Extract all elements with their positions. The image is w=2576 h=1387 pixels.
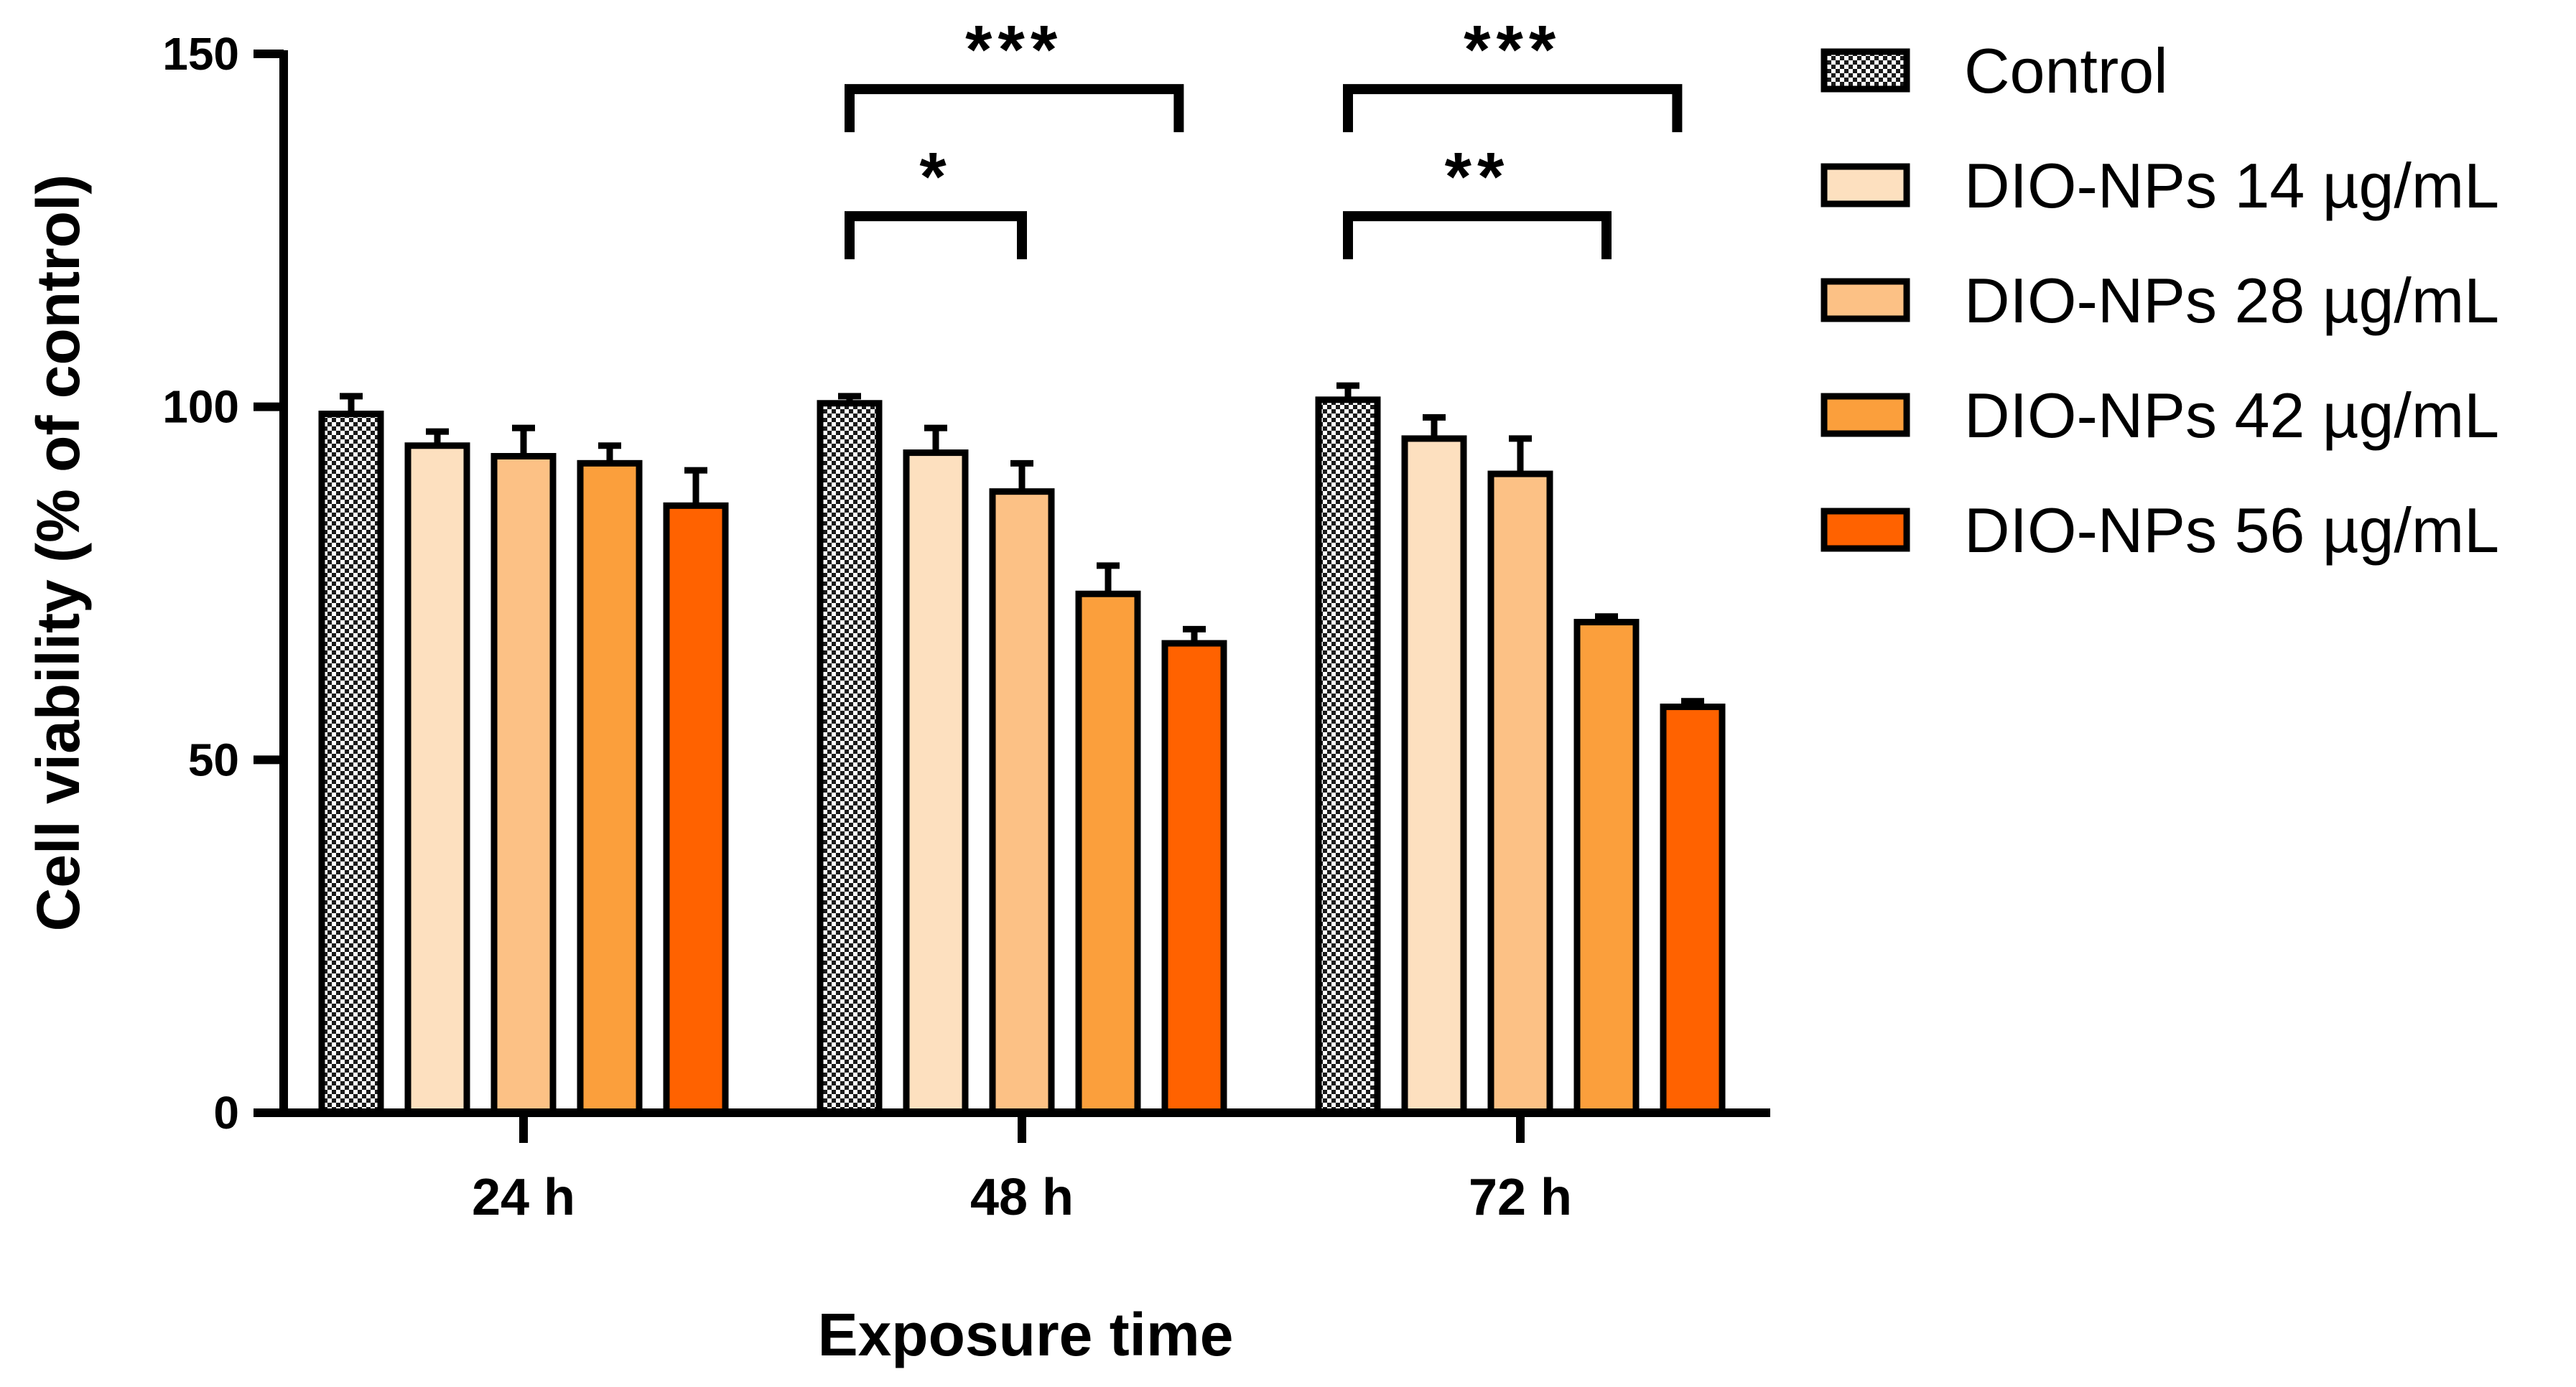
- significance-bracket: [845, 84, 1184, 133]
- bar: [404, 442, 470, 1116]
- significance-bracket: [1343, 84, 1683, 133]
- y-tick-label: 0: [213, 1087, 239, 1139]
- x-tick-label: 48 h: [970, 1169, 1074, 1226]
- significance-bracket: [845, 211, 1027, 260]
- bar: [817, 400, 883, 1116]
- bar: [1161, 640, 1227, 1116]
- bar: [318, 411, 384, 1116]
- y-axis-title: Cell viability (% of control): [24, 174, 92, 932]
- bar: [1487, 470, 1553, 1116]
- significance-label: *: [919, 139, 952, 215]
- significance-label: **: [1445, 139, 1510, 215]
- legend: Control DIO-NPs 14 µg/mL DIO-NPs 28 µg/mL D…: [1821, 35, 2499, 566]
- legend-label: Control: [1964, 35, 2168, 106]
- significance-bracket: [1343, 211, 1612, 260]
- bar: [989, 488, 1055, 1116]
- significance-label: ***: [965, 11, 1063, 88]
- legend-label: DIO-NPs 28 µg/mL: [1964, 265, 2499, 336]
- x-axis-title: Exposure time: [818, 1301, 1234, 1368]
- x-tick-label: 72 h: [1469, 1169, 1572, 1226]
- bar: [1315, 396, 1381, 1116]
- bar: [1573, 619, 1640, 1116]
- significance-label: ***: [1464, 11, 1561, 88]
- legend-swatch: [1821, 48, 1910, 93]
- bar: [1660, 704, 1726, 1116]
- bar: [903, 449, 969, 1116]
- bar: [490, 453, 557, 1116]
- legend-swatch: [1821, 163, 1910, 207]
- y-tick-label: 150: [162, 28, 239, 80]
- bar: [1075, 590, 1141, 1116]
- legend-label: DIO-NPs 42 µg/mL: [1964, 380, 2499, 451]
- legend-label: DIO-NPs 56 µg/mL: [1964, 495, 2499, 566]
- legend-label: DIO-NPs 14 µg/mL: [1964, 150, 2499, 221]
- legend-swatch: [1821, 278, 1910, 322]
- legend-swatch: [1821, 508, 1910, 552]
- legend-swatch: [1821, 393, 1910, 437]
- bar: [1401, 435, 1467, 1116]
- bar: [577, 459, 643, 1116]
- y-tick-label: 100: [162, 381, 239, 433]
- y-tick-label: 50: [188, 734, 239, 785]
- x-tick-label: 24 h: [472, 1169, 575, 1226]
- bar: [663, 502, 729, 1116]
